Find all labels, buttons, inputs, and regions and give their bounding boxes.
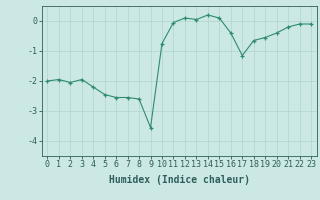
X-axis label: Humidex (Indice chaleur): Humidex (Indice chaleur): [109, 175, 250, 185]
